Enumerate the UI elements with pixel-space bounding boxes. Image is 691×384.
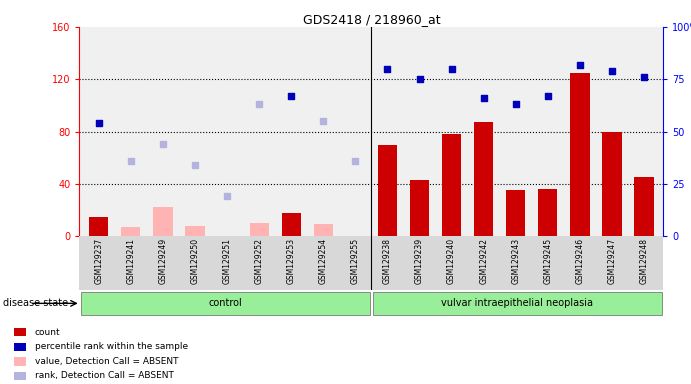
Point — [254, 101, 265, 108]
Text: value, Detection Call = ABSENT: value, Detection Call = ABSENT — [35, 357, 178, 366]
Text: GSM129248: GSM129248 — [640, 238, 649, 284]
Text: control: control — [209, 298, 243, 308]
Bar — [570, 73, 589, 236]
Text: percentile rank within the sample: percentile rank within the sample — [35, 342, 188, 351]
Text: GSM129242: GSM129242 — [479, 238, 489, 284]
Bar — [442, 134, 461, 236]
Point — [607, 68, 618, 74]
Point — [542, 93, 553, 99]
Text: GSM129241: GSM129241 — [126, 238, 135, 284]
Text: disease state: disease state — [3, 298, 68, 308]
Text: GSM129254: GSM129254 — [319, 238, 328, 284]
Bar — [506, 190, 525, 236]
Point — [478, 95, 489, 101]
Text: GSM129250: GSM129250 — [191, 238, 200, 284]
Point — [414, 76, 425, 82]
Text: GSM129237: GSM129237 — [94, 238, 103, 284]
Point — [158, 141, 169, 147]
Bar — [603, 131, 622, 236]
Text: GSM129240: GSM129240 — [447, 238, 456, 284]
Point — [285, 93, 296, 99]
Text: GSM129251: GSM129251 — [223, 238, 231, 284]
Bar — [121, 227, 140, 236]
Point — [510, 101, 521, 108]
Text: GSM129255: GSM129255 — [351, 238, 360, 284]
Point — [446, 66, 457, 72]
Bar — [538, 189, 558, 236]
Bar — [474, 122, 493, 236]
Point — [222, 193, 233, 199]
Bar — [410, 180, 429, 236]
Bar — [185, 226, 205, 236]
Text: GSM129245: GSM129245 — [543, 238, 552, 284]
Text: GSM129239: GSM129239 — [415, 238, 424, 284]
Point — [638, 74, 650, 80]
Text: GSM129246: GSM129246 — [576, 238, 585, 284]
Text: vulvar intraepithelial neoplasia: vulvar intraepithelial neoplasia — [442, 298, 594, 308]
Bar — [249, 223, 269, 236]
Bar — [634, 177, 654, 236]
Point — [125, 158, 136, 164]
Title: GDS2418 / 218960_at: GDS2418 / 218960_at — [303, 13, 440, 26]
Bar — [153, 207, 173, 236]
Bar — [378, 145, 397, 236]
Text: count: count — [35, 328, 60, 337]
Text: GSM129252: GSM129252 — [254, 238, 264, 284]
Point — [350, 158, 361, 164]
Bar — [89, 217, 108, 236]
Bar — [281, 213, 301, 236]
Point — [574, 61, 585, 68]
Text: GSM129249: GSM129249 — [158, 238, 167, 284]
Text: rank, Detection Call = ABSENT: rank, Detection Call = ABSENT — [35, 371, 173, 381]
Point — [93, 120, 104, 126]
Point — [382, 66, 393, 72]
Text: GSM129253: GSM129253 — [287, 238, 296, 284]
Text: GSM129243: GSM129243 — [511, 238, 520, 284]
Bar — [373, 292, 661, 314]
Text: GSM129247: GSM129247 — [607, 238, 616, 284]
Point — [189, 162, 200, 168]
Bar — [314, 224, 333, 236]
Bar — [82, 292, 370, 314]
Text: GSM129238: GSM129238 — [383, 238, 392, 284]
Point — [318, 118, 329, 124]
